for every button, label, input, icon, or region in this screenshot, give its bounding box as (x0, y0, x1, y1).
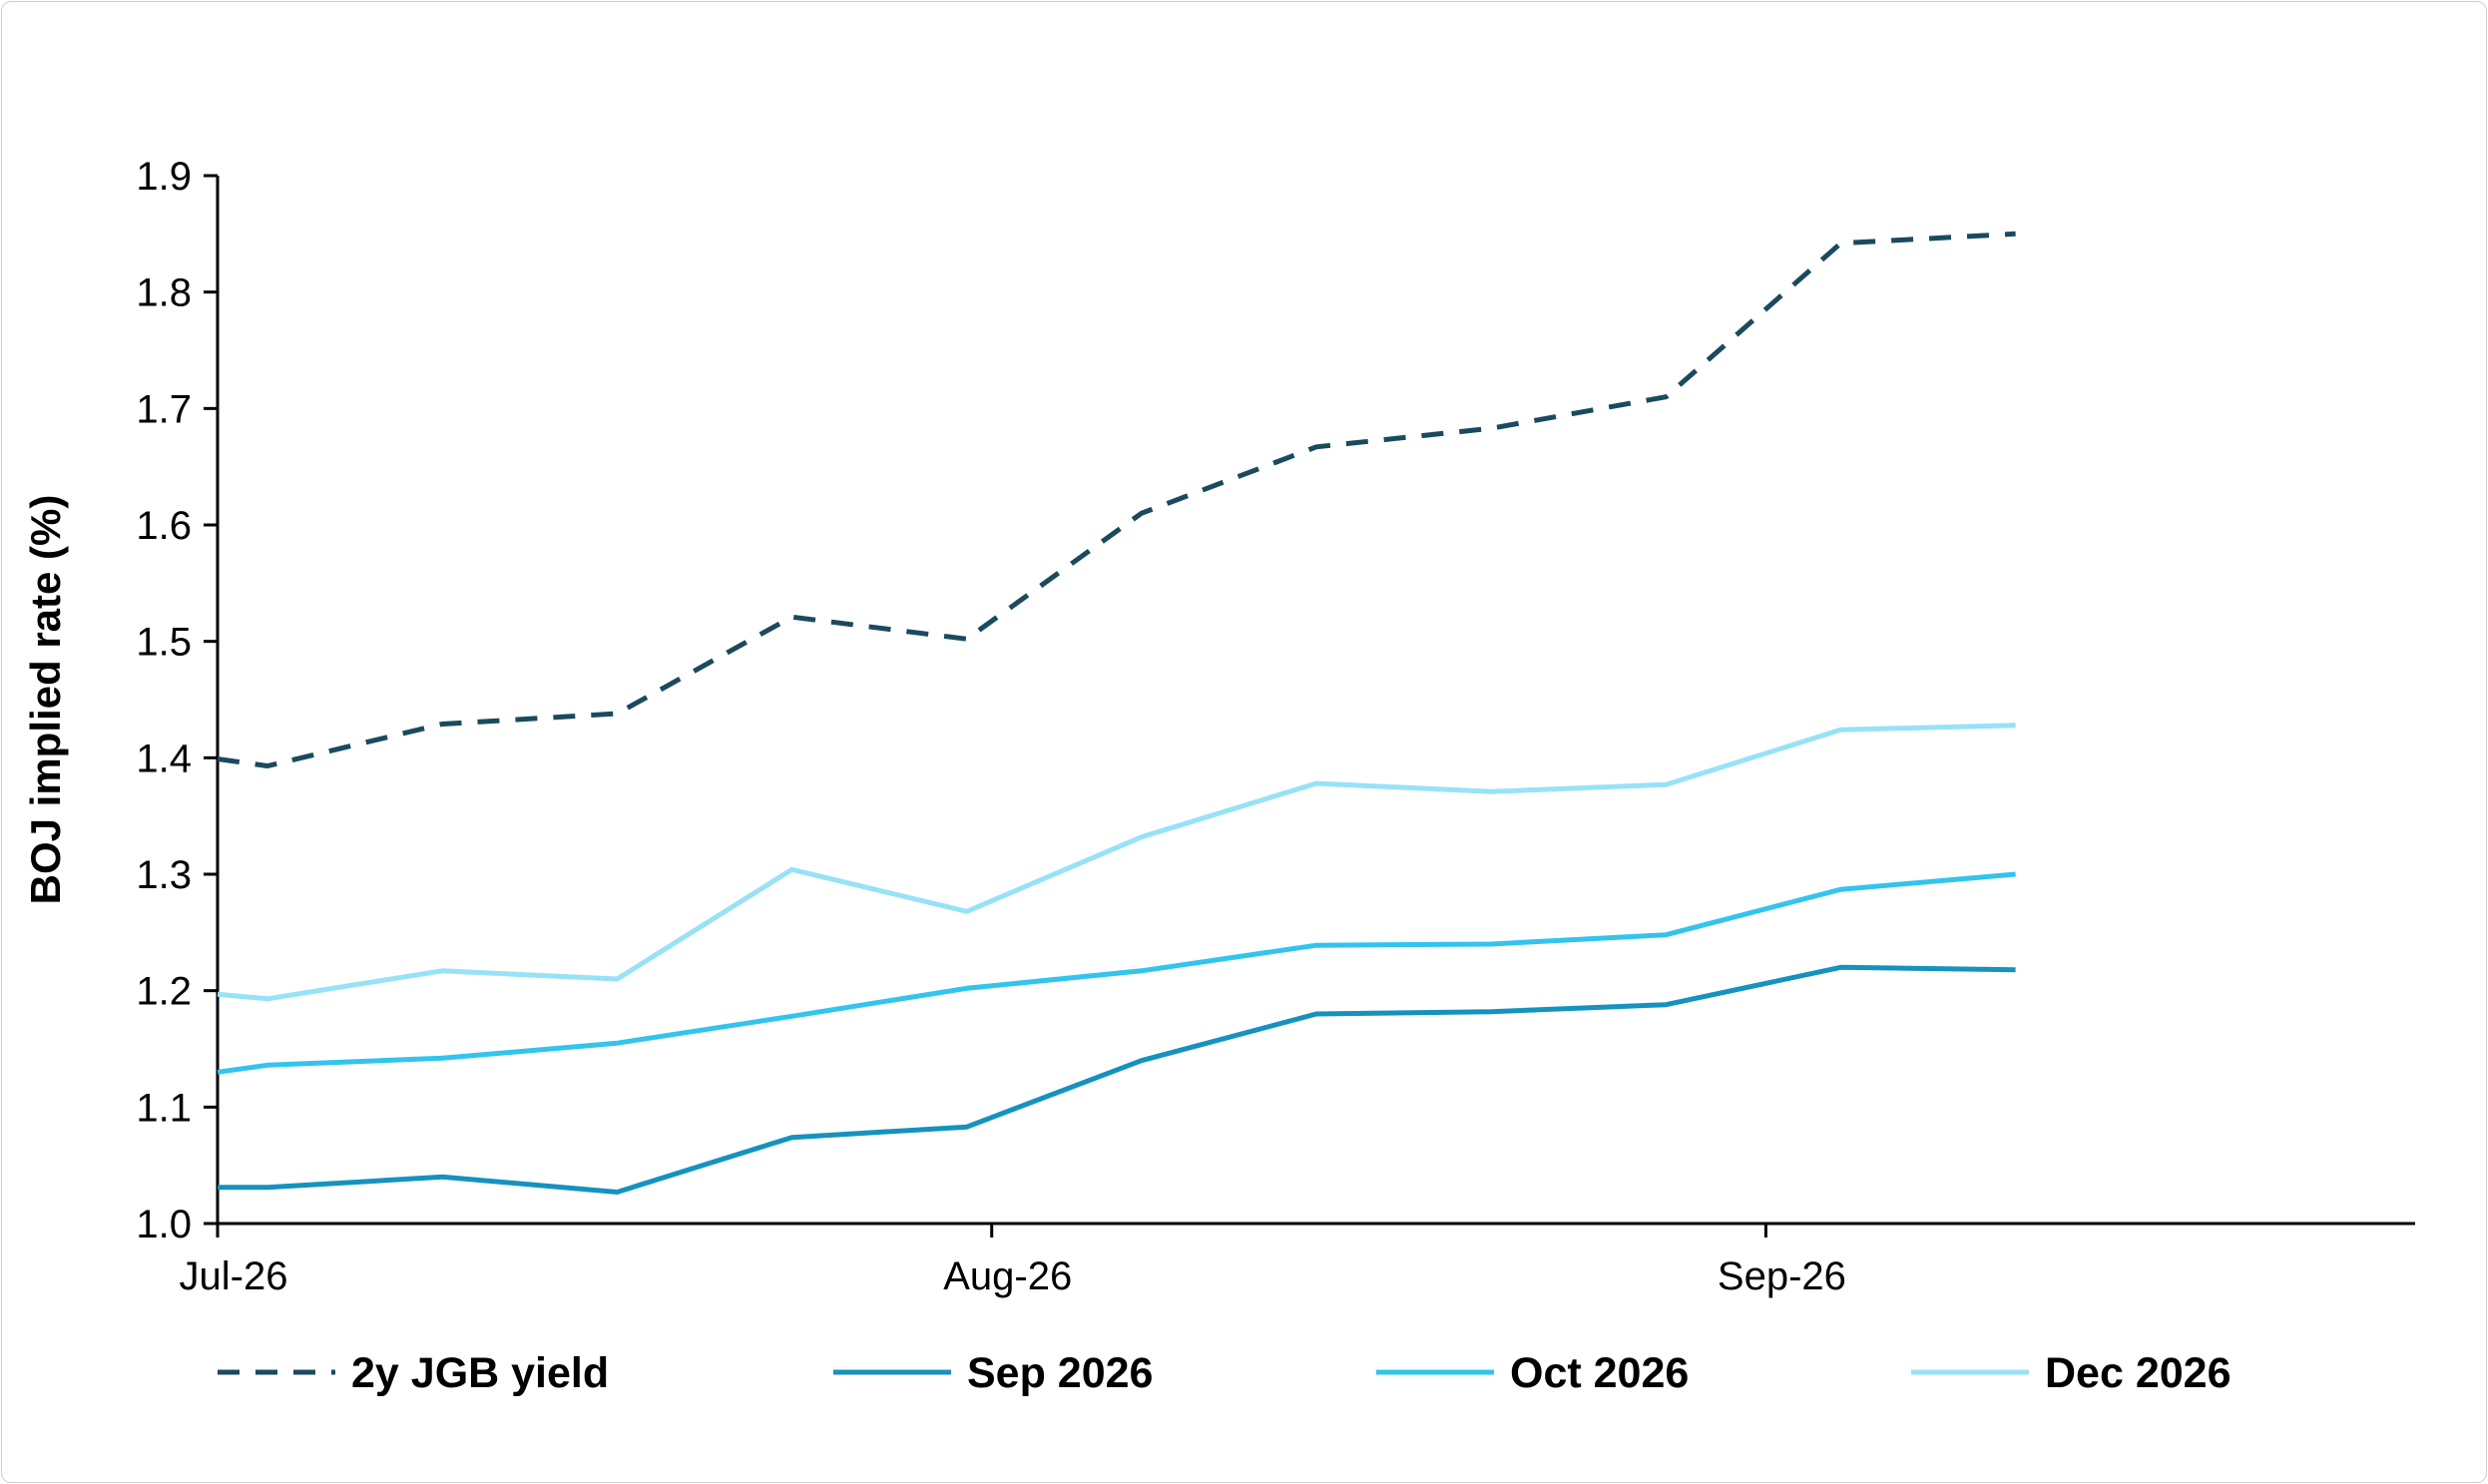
y-tick-label: 1.4 (136, 737, 192, 780)
legend: 2y JGB yield Sep 2026 Oct 2026 Dec 2026 (218, 1349, 2232, 1397)
y-tick-label: 1.8 (136, 271, 192, 315)
series-layer (217, 231, 2016, 1195)
y-tick-label: 1.2 (136, 970, 192, 1014)
legend-label: 2y JGB yield (351, 1349, 609, 1397)
y-tick-label: 1.1 (136, 1086, 192, 1130)
y-tick-label: 1.5 (136, 621, 192, 665)
y-axis: 1.0 1.1 1.2 1.3 1.4 1.5 1.6 1.7 1.8 1.9 (136, 155, 220, 1246)
y-tick-label: 1.3 (136, 853, 192, 897)
y-tick-label: 1.6 (136, 504, 192, 548)
x-axis: Jul-26 Aug-26 Sep-26 (180, 1222, 2415, 1298)
legend-label: Sep 2026 (967, 1349, 1153, 1397)
x-tick-label: Sep-26 (1718, 1254, 1846, 1298)
y-axis-title: BOJ implied rate (%) (22, 495, 69, 905)
series-line-2y-jgb-yield (217, 231, 2016, 768)
y-tick-label: 1.9 (136, 155, 192, 199)
series-line-sep-2026 (218, 964, 2016, 1195)
y-tick-label: 1.7 (136, 387, 192, 431)
series-line-dec-2026 (217, 723, 2016, 1002)
x-tick-label: Aug-26 (943, 1254, 1072, 1298)
x-tick-label: Jul-26 (180, 1254, 288, 1298)
y-tick-label: 1.0 (136, 1203, 192, 1246)
series-line-oct-2026 (217, 871, 2016, 1075)
legend-label: Dec 2026 (2045, 1349, 2232, 1397)
legend-label: Oct 2026 (1510, 1349, 1689, 1397)
